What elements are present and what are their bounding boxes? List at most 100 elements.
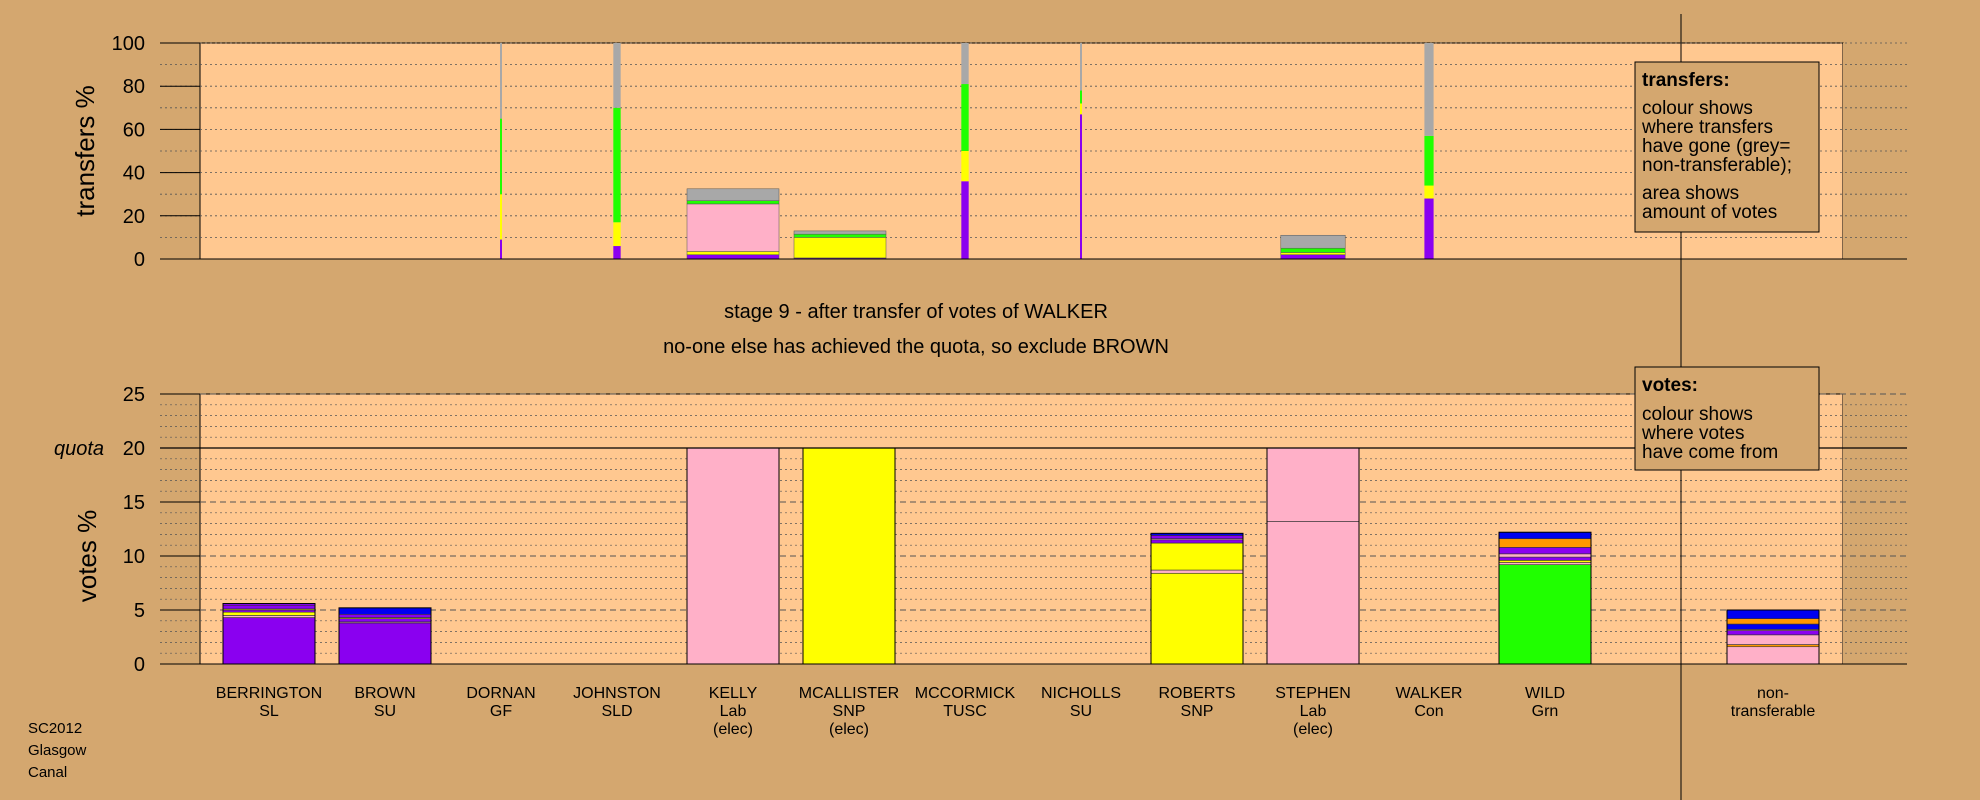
candidate-label-line: JOHNSTON (573, 685, 661, 702)
candidate-label-line: BERRINGTON (216, 685, 322, 702)
transfers-legend-line: area shows (1642, 183, 1739, 204)
transfer-bar-segment (1424, 185, 1434, 199)
transfers-bars (500, 43, 1434, 260)
exclusion-message: no-one else has achieved the quota, so e… (663, 336, 1169, 358)
candidate-label-line: KELLY (709, 685, 758, 702)
votes-y-tick-label: 10 (123, 546, 145, 568)
transfers-legend-line: colour shows (1642, 98, 1753, 119)
candidate-label-line: transferable (1731, 703, 1816, 720)
votes-y-tick-label: 0 (134, 654, 145, 676)
candidate-label-line: non- (1757, 685, 1789, 702)
transfer-bar-segment (793, 237, 887, 259)
candidate-label: MCCORMICK TUSC (915, 685, 1016, 720)
candidate-label: ROBERTS SNP (1158, 685, 1235, 720)
transfer-bar-segment (961, 84, 969, 151)
vote-bar-segment (1726, 609, 1820, 619)
transfers-legend-line: non-transferable); (1642, 155, 1792, 176)
transfer-bar-segment (1080, 103, 1082, 115)
votes-y-tick-label: 5 (134, 600, 145, 622)
transfer-bar-segment (1424, 135, 1434, 186)
transfers-y-tick-label: 100 (112, 33, 145, 55)
transfer-bar-segment (961, 43, 969, 85)
votes-y-axis-title: votes % (72, 510, 102, 603)
vote-bar-segment (1498, 553, 1592, 558)
candidate-label-line: STEPHEN (1275, 685, 1351, 702)
transfer-bar-segment (1280, 247, 1346, 253)
vote-bar-segment (338, 614, 432, 618)
transfers-gridlines (160, 42, 1907, 260)
vote-bar-segment (686, 447, 780, 665)
candidate-label-line: SLD (601, 703, 632, 720)
transfer-bar-segment (686, 188, 780, 201)
candidate-label-line: (elec) (829, 721, 869, 738)
transfer-bar-segment (686, 200, 780, 205)
candidate-label-line: Lab (720, 703, 747, 720)
footer-line: Canal (28, 764, 67, 781)
votes-legend-line: where votes (1641, 423, 1744, 444)
vote-bar-segment (1726, 623, 1820, 630)
vote-bar-segment (1266, 447, 1360, 522)
candidate-label-line: SNP (833, 703, 866, 720)
candidate-label: WILD Grn (1525, 685, 1565, 720)
quota-label: quota (54, 438, 104, 460)
vote-bar-segment (1726, 630, 1820, 636)
candidate-label: KELLY Lab (elec) (709, 685, 758, 738)
transfer-bar-segment (1080, 90, 1082, 104)
transfer-bar-segment (500, 43, 502, 119)
candidate-label: non-transferable (1731, 685, 1816, 720)
candidate-label: BROWN SU (354, 685, 415, 720)
votes-legend-box (1634, 366, 1820, 471)
transfer-bar-segment (500, 239, 502, 259)
vote-bar-segment (222, 609, 316, 613)
votes-bars (222, 447, 1820, 665)
footer-line: Glasgow (28, 742, 87, 759)
votes-plot-area (199, 393, 1844, 665)
transfers-legend-line: amount of votes (1642, 202, 1777, 223)
candidate-label: MCALLISTER SNP (elec) (799, 685, 899, 738)
candidate-label-line: WALKER (1396, 685, 1463, 702)
candidate-label-line: Lab (1300, 703, 1327, 720)
vote-bar-segment (222, 611, 316, 616)
candidate-label-line: SU (1070, 703, 1092, 720)
transfer-bar-segment (686, 251, 780, 255)
transfer-bar-segment (1424, 198, 1434, 259)
candidate-label-line: ROBERTS (1158, 685, 1235, 702)
candidate-label-line: TUSC (943, 703, 987, 720)
votes-legend-line: have come from (1642, 442, 1778, 463)
transfer-bar-segment (613, 107, 621, 223)
transfers-y-ticks: 0 20 40 60 80 100 (112, 33, 1907, 271)
transfer-bar-segment (686, 203, 780, 252)
vote-bar-segment (1266, 521, 1360, 665)
candidate-label-line: MCALLISTER (799, 685, 899, 702)
transfer-bar-segment (500, 194, 502, 240)
transfers-legend-title: transfers: (1642, 70, 1730, 91)
vote-bar-segment (1498, 547, 1592, 555)
vote-bar-segment (1726, 634, 1820, 645)
candidate-label: JOHNSTON SLD (573, 685, 661, 720)
vote-bar-segment (1498, 538, 1592, 548)
candidate-label-line: NICHOLLS (1041, 685, 1121, 702)
candidate-label-line: DORNAN (466, 685, 535, 702)
candidate-label: DORNAN GF (466, 685, 535, 720)
transfer-bar-segment (793, 233, 887, 238)
candidate-label-line: GF (490, 703, 512, 720)
votes-plot-right-margin (1843, 394, 1907, 664)
candidate-label-line: Grn (1532, 703, 1559, 720)
transfers-y-tick-label: 80 (123, 76, 145, 98)
candidate-label-line: (elec) (1293, 721, 1333, 738)
votes-legend-title: votes: (1642, 375, 1698, 396)
stage-message: stage 9 - after transfer of votes of WAL… (724, 301, 1108, 323)
transfer-bar-segment (961, 181, 969, 259)
transfers-y-tick-label: 20 (123, 206, 145, 228)
transfer-bar-segment (1280, 254, 1346, 260)
transfer-bar-segment (613, 43, 621, 108)
candidate-label-line: BROWN (354, 685, 415, 702)
transfer-bar-segment (613, 222, 621, 247)
votes-y-ticks: 0 5 10 15 20 25 (123, 384, 1907, 676)
candidate-label-line: Con (1414, 703, 1443, 720)
vote-bar-segment (222, 605, 316, 610)
vote-bar-segment (1150, 569, 1244, 574)
vote-bar-segment (338, 622, 432, 665)
transfer-bar-segment (1280, 252, 1346, 255)
